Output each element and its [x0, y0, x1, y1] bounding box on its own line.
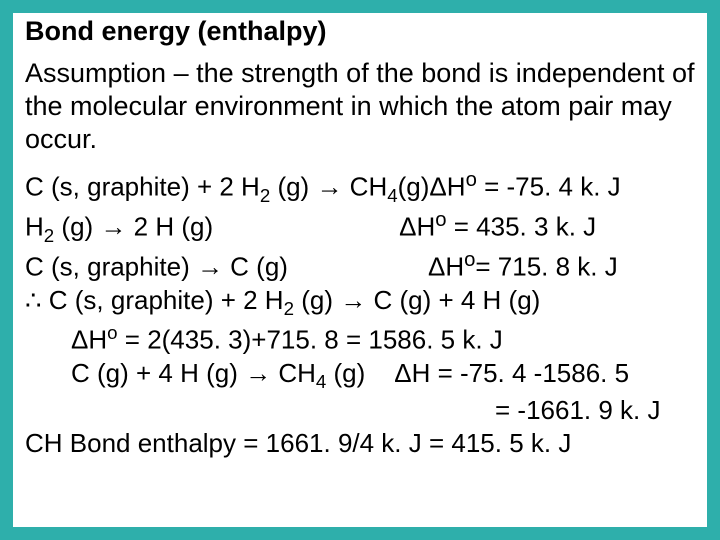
- equation-line-1: C (s, graphite) + 2 H2 (g) → CH4(g)ΔHo =…: [25, 168, 695, 208]
- eq2-right: 2 H (g): [126, 212, 213, 242]
- eq2-H: H: [416, 212, 435, 242]
- equation-line-2: H2 (g) → 2 H (g)ΔHo = 435. 3 k. J: [25, 208, 695, 248]
- eq4-gas: (g): [294, 285, 340, 315]
- delta-icon: Δ: [71, 325, 88, 355]
- equation-line-5: ΔHo = 2(435. 3)+715. 8 = 1586. 5 k. J: [25, 321, 695, 357]
- sub-4: 4: [387, 185, 397, 206]
- equation-line-6: C (g) + 4 H (g) → CH4 (g) ΔH = -75. 4 -1…: [25, 357, 695, 394]
- eq3-right: C (g): [223, 251, 288, 281]
- eq1-H: H: [447, 172, 466, 202]
- eq5-calc: = 2(435. 3)+715. 8 = 1586. 5 k. J: [118, 325, 503, 355]
- eq2-gas: (g): [54, 212, 100, 242]
- eq5-H: H: [88, 325, 107, 355]
- equation-line-8: CH Bond enthalpy = 1661. 9/4 k. J = 415.…: [25, 427, 695, 460]
- equation-line-4: ∴ C (s, graphite) + 2 H2 (g) → C (g) + 4…: [25, 284, 695, 321]
- equation-line-3: C (s, graphite) → C (g) ΔHo= 715. 8 k. J: [25, 248, 695, 284]
- eq2-val: = 435. 3 k. J: [447, 212, 597, 242]
- eq3-left: C (s, graphite): [25, 251, 197, 281]
- delta-icon: Δ: [428, 251, 445, 281]
- slide-title: Bond energy (enthalpy): [25, 15, 695, 47]
- eq1-phase: (g): [398, 172, 430, 202]
- sup-o: o: [435, 209, 446, 231]
- eq1-val: = -75. 4 k. J: [477, 172, 621, 202]
- eq3-H: H: [445, 251, 464, 281]
- eq3-val: = 715. 8 k. J: [475, 251, 617, 281]
- arrow-icon: →: [245, 358, 271, 388]
- eq6-right: CH: [271, 358, 316, 388]
- eq6-gas: (g): [326, 358, 394, 388]
- equation-line-7: = -1661. 9 k. J: [25, 394, 695, 427]
- sub-4: 4: [316, 371, 326, 392]
- arrow-icon: →: [197, 251, 223, 281]
- arrow-icon: →: [316, 172, 342, 202]
- sub-2: 2: [260, 185, 270, 206]
- eq1-gas: (g): [270, 172, 316, 202]
- sub-2: 2: [284, 298, 294, 319]
- arrow-icon: →: [100, 212, 126, 242]
- eq7-val: = -1661. 9 k. J: [495, 395, 660, 425]
- eq2-left: H: [25, 212, 44, 242]
- eq4-left: C (s, graphite) + 2 H: [42, 285, 284, 315]
- sup-o-small: o: [107, 322, 117, 343]
- delta-icon: Δ: [394, 358, 411, 388]
- sup-o: o: [464, 249, 475, 271]
- slide-panel: Bond energy (enthalpy) Assumption – the …: [13, 13, 707, 527]
- delta-icon: Δ: [429, 172, 446, 202]
- eq4-right: C (g) + 4 H (g): [366, 285, 540, 315]
- eq6-left: C (g) + 4 H (g): [71, 358, 245, 388]
- therefore-icon: ∴: [25, 285, 42, 315]
- equations-block: C (s, graphite) + 2 H2 (g) → CH4(g)ΔHo =…: [25, 168, 695, 460]
- final-result: CH Bond enthalpy = 1661. 9/4 k. J = 415.…: [25, 428, 571, 458]
- arrow-icon: →: [340, 285, 366, 315]
- assumption-text: Assumption – the strength of the bond is…: [25, 57, 695, 156]
- eq1-left: C (s, graphite) + 2 H: [25, 172, 260, 202]
- eq1-right: CH: [342, 172, 387, 202]
- eq6-val: H = -75. 4 -1586. 5: [412, 358, 630, 388]
- delta-icon: Δ: [399, 212, 416, 242]
- sub-2: 2: [44, 225, 54, 246]
- sup-o: o: [466, 169, 477, 191]
